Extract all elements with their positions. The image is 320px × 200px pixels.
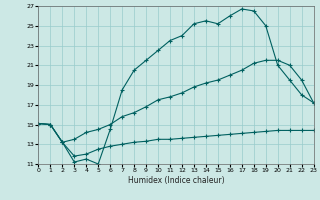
X-axis label: Humidex (Indice chaleur): Humidex (Indice chaleur)	[128, 176, 224, 185]
